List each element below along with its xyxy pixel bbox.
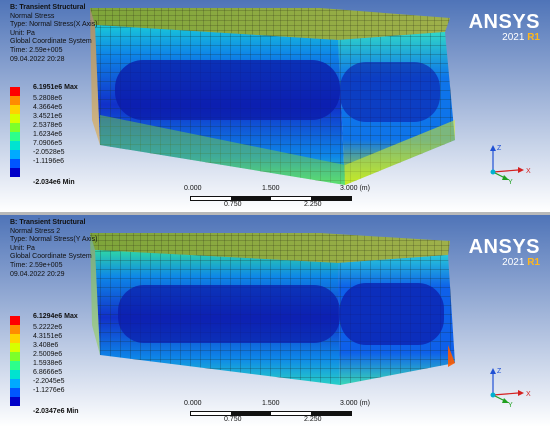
ansys-logo: ANSYS 2021 R1 — [469, 237, 540, 269]
legend-swatch — [10, 141, 20, 150]
result-info: B: Transient Structural Normal Stress Ty… — [10, 4, 98, 64]
legend-swatch — [10, 123, 20, 132]
scale-label: 0.000 — [184, 400, 202, 407]
legend-max-label: 6.1294e6 Max — [33, 313, 78, 320]
legend-max-label: 6.1951e6 Max — [33, 84, 78, 91]
model-viewport[interactable] — [0, 215, 550, 427]
legend-value: -2.2045e5 — [33, 378, 65, 385]
legend-value: 2.5009e6 — [33, 351, 63, 358]
brand-release: R1 — [527, 32, 540, 43]
scale-label: 1.500 — [262, 185, 280, 192]
brand-release: R1 — [527, 257, 540, 268]
legend-min-label: -2.0347e6 Min — [33, 408, 79, 415]
legend-swatch — [10, 352, 20, 361]
scale-bar — [190, 196, 352, 201]
axis-triad-icon[interactable]: Z X Y — [468, 140, 538, 185]
result-panel-normal-stress-x[interactable]: B: Transient Structural Normal Stress Ty… — [0, 0, 550, 212]
scale-sub-label: 0.750 — [224, 416, 242, 423]
scale-bar — [190, 411, 352, 416]
legend-value: 1.6234e6 — [33, 131, 63, 138]
analysis-title: B: Transient Structural — [10, 219, 86, 226]
result-unit: Unit: Pa — [10, 29, 35, 37]
triad-y-label: Y — [508, 402, 513, 408]
legend-swatch — [10, 361, 20, 370]
result-timestamp: 09.04.2022 20:29 — [10, 270, 65, 278]
legend-value: 3.408e6 — [33, 342, 59, 349]
legend-swatch — [10, 96, 20, 105]
result-type: Type: Normal Stress(X Axis) — [10, 21, 98, 29]
legend-swatch — [10, 159, 20, 168]
triad-y-label: Y — [508, 179, 513, 185]
legend-value: 7.0906e5 — [33, 140, 63, 147]
scale-sub-label: 2.250 — [304, 416, 322, 423]
triad-z-label: Z — [497, 368, 502, 375]
model-viewport[interactable] — [0, 0, 550, 212]
legend-swatch — [10, 343, 20, 352]
legend-value: 6.8666e5 — [33, 369, 63, 376]
triad-z-label: Z — [497, 145, 502, 152]
legend-swatch — [10, 114, 20, 123]
legend-swatch — [10, 150, 20, 159]
scale-ruler: 0.000 1.500 3.000 (m) 0.750 2.250 — [180, 400, 380, 424]
brand-name: ANSYS — [468, 11, 540, 33]
scale-sub-label: 0.750 — [224, 201, 242, 208]
scale-label: 0.000 — [184, 185, 202, 192]
result-time: Time: 2.59e+005 — [10, 46, 63, 54]
result-name: Normal Stress 2 — [10, 227, 61, 235]
triad-x-label: X — [526, 391, 531, 398]
result-type: Type: Normal Stress(Y Axis) — [10, 236, 98, 244]
triad-x-label: X — [526, 168, 531, 175]
result-panel-normal-stress-y[interactable]: B: Transient Structural Normal Stress 2 … — [0, 215, 550, 427]
result-timestamp: 09.04.2022 20:28 — [10, 55, 65, 63]
brand-year: 2021 — [502, 32, 525, 43]
brand-year: 2021 — [502, 257, 525, 268]
legend-swatch — [10, 325, 20, 334]
legend-swatch — [10, 87, 20, 96]
legend-value: -1.1276e6 — [33, 387, 65, 394]
legend-value: 4.3664e6 — [33, 104, 63, 111]
analysis-title: B: Transient Structural — [10, 4, 86, 11]
legend-swatch — [10, 132, 20, 141]
legend-swatch — [10, 334, 20, 343]
legend-swatch — [10, 168, 20, 177]
legend-swatch — [10, 316, 20, 325]
result-unit: Unit: Pa — [10, 244, 35, 252]
panel-divider — [0, 212, 550, 215]
legend-swatch — [10, 370, 20, 379]
legend-swatch — [10, 388, 20, 397]
result-name: Normal Stress — [10, 12, 55, 20]
legend-swatch — [10, 379, 20, 388]
brand-version: 2021 R1 — [469, 257, 540, 269]
coordinate-system: Global Coordinate System — [10, 38, 92, 46]
scale-label: 3.000 (m) — [340, 185, 370, 192]
legend-value: 4.3151e6 — [33, 333, 63, 340]
brand-name: ANSYS — [468, 236, 540, 258]
result-time: Time: 2.59e+005 — [10, 261, 63, 269]
legend-value: 2.5378e6 — [33, 122, 63, 129]
legend-swatch — [10, 105, 20, 114]
legend-value: 5.2222e6 — [33, 324, 63, 331]
scale-label: 1.500 — [262, 400, 280, 407]
legend-value: 1.5938e6 — [33, 360, 63, 367]
scale-ruler: 0.000 1.500 3.000 (m) 0.750 2.250 — [180, 185, 380, 209]
result-info: B: Transient Structural Normal Stress 2 … — [10, 219, 97, 279]
legend-min-label: -2.034e6 Min — [33, 179, 75, 186]
scale-sub-label: 2.250 — [304, 201, 322, 208]
brand-version: 2021 R1 — [469, 32, 540, 44]
legend-value: 5.2808e6 — [33, 95, 63, 102]
axis-triad-icon[interactable]: Z X Y — [468, 363, 538, 408]
legend-swatch — [10, 397, 20, 406]
legend-value: 3.4521e6 — [33, 113, 63, 120]
ansys-logo: ANSYS 2021 R1 — [469, 12, 540, 44]
legend-value: -1.1196e6 — [33, 158, 65, 165]
legend-value: -2.0528e5 — [33, 149, 65, 156]
scale-label: 3.000 (m) — [340, 400, 370, 407]
coordinate-system: Global Coordinate System — [10, 253, 92, 261]
